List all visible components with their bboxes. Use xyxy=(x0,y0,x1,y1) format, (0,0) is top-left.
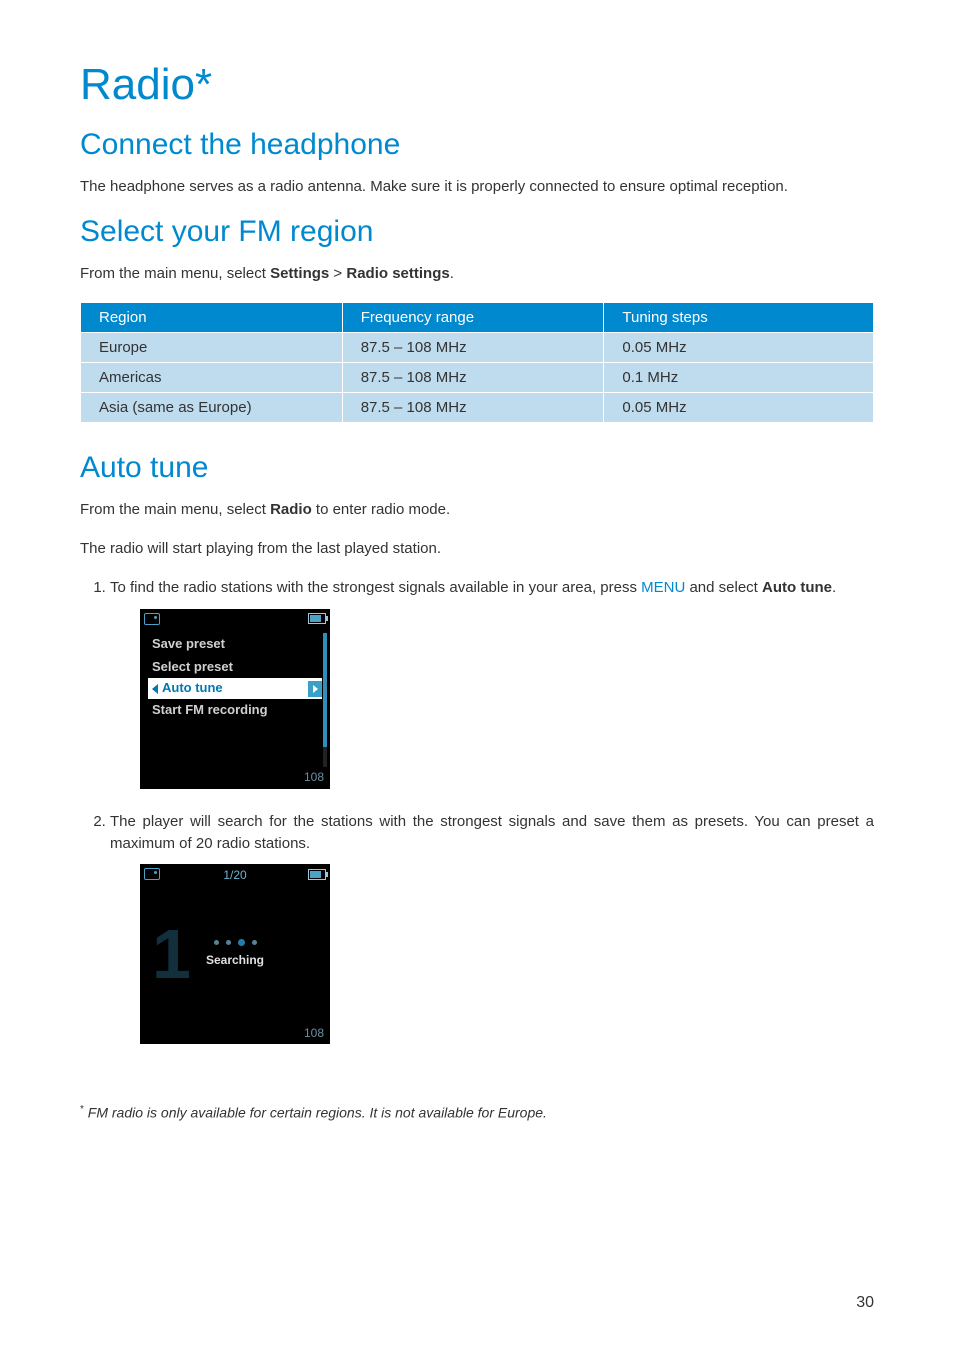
region-intro-bold2: Radio settings xyxy=(346,265,449,282)
menu-item-start-fm-recording: Start FM recording xyxy=(148,699,322,722)
region-intro-bold1: Settings xyxy=(270,265,329,282)
step1-suffix: . xyxy=(832,579,836,596)
autotune-p1-prefix: From the main menu, select xyxy=(80,501,270,518)
connect-body-text: The headphone serves as a radio antenna.… xyxy=(80,176,874,197)
arrow-right-icon xyxy=(308,681,322,697)
progress-dots xyxy=(214,939,257,946)
page: Radio* Connect the headphone The headpho… xyxy=(0,0,954,1352)
device-screenshot-search: 1/20 1 Searching 108 xyxy=(140,864,330,1044)
section-heading-region: Select your FM region xyxy=(80,215,874,249)
autotune-p1-bold: Radio xyxy=(270,501,312,518)
device-footer-freq: 108 xyxy=(304,1025,324,1042)
autotune-p1: From the main menu, select Radio to ente… xyxy=(80,499,874,520)
autotune-steps: To find the radio stations with the stro… xyxy=(80,577,874,1044)
status-bar xyxy=(140,609,330,629)
footnote: * FM radio is only available for certain… xyxy=(80,1104,874,1121)
table-cell: 87.5 – 108 MHz xyxy=(342,393,604,423)
autotune-p1-suffix: to enter radio mode. xyxy=(312,501,450,518)
step-1: To find the radio stations with the stro… xyxy=(110,577,874,789)
step1-bold: Auto tune xyxy=(762,579,832,596)
menu-item-save-preset: Save preset xyxy=(148,633,322,656)
table-header-cell: Tuning steps xyxy=(604,303,874,333)
menu-item-auto-tune: Auto tune xyxy=(148,678,322,699)
scrollbar xyxy=(323,633,327,767)
menu-item-auto-tune-label: Auto tune xyxy=(162,679,223,698)
radio-icon xyxy=(144,613,160,625)
table-cell: 87.5 – 108 MHz xyxy=(342,363,604,393)
table-cell: 0.05 MHz xyxy=(604,333,874,363)
step1-prefix: To find the radio stations with the stro… xyxy=(110,579,641,596)
footnote-text: FM radio is only available for certain r… xyxy=(84,1105,547,1121)
step2-text: The player will search for the stations … xyxy=(110,813,874,852)
table-cell: Europe xyxy=(81,333,343,363)
section-heading-autotune: Auto tune xyxy=(80,451,874,485)
step1-mid: and select xyxy=(685,579,762,596)
table-header-cell: Region xyxy=(81,303,343,333)
page-title: Radio* xyxy=(80,60,874,110)
table-header-row: Region Frequency range Tuning steps xyxy=(81,303,874,333)
battery-icon xyxy=(308,613,326,624)
page-number: 30 xyxy=(856,1294,874,1312)
section-heading-connect: Connect the headphone xyxy=(80,128,874,162)
table-cell: Asia (same as Europe) xyxy=(81,393,343,423)
device-screenshot-menu: Save preset Select preset Auto tune Star… xyxy=(140,609,330,789)
region-intro-sep: > xyxy=(329,265,346,282)
search-center: Searching xyxy=(140,864,330,1044)
arrow-left-icon xyxy=(152,684,158,694)
region-intro: From the main menu, select Settings > Ra… xyxy=(80,263,874,284)
region-intro-prefix: From the main menu, select xyxy=(80,265,270,282)
table-header-cell: Frequency range xyxy=(342,303,604,333)
autotune-p2: The radio will start playing from the la… xyxy=(80,538,874,559)
step1-menu-label: MENU xyxy=(641,579,685,596)
region-table: Region Frequency range Tuning steps Euro… xyxy=(80,302,874,423)
table-cell: 87.5 – 108 MHz xyxy=(342,333,604,363)
menu-item-select-preset: Select preset xyxy=(148,656,322,679)
device-footer-freq: 108 xyxy=(304,769,324,786)
table-row: Asia (same as Europe) 87.5 – 108 MHz 0.0… xyxy=(81,393,874,423)
searching-label: Searching xyxy=(206,952,264,969)
device-menu: Save preset Select preset Auto tune Star… xyxy=(140,629,330,722)
table-cell: 0.05 MHz xyxy=(604,393,874,423)
step-2: The player will search for the stations … xyxy=(110,811,874,1045)
table-cell: Americas xyxy=(81,363,343,393)
table-row: Europe 87.5 – 108 MHz 0.05 MHz xyxy=(81,333,874,363)
region-intro-suffix: . xyxy=(450,265,454,282)
table-row: Americas 87.5 – 108 MHz 0.1 MHz xyxy=(81,363,874,393)
table-cell: 0.1 MHz xyxy=(604,363,874,393)
